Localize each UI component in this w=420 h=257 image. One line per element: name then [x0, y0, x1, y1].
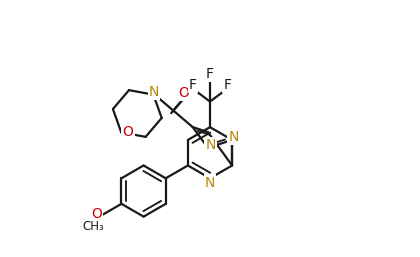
Text: N: N — [205, 138, 216, 152]
Text: O: O — [123, 125, 134, 139]
Text: N: N — [205, 176, 215, 190]
Text: F: F — [206, 67, 214, 81]
Text: O: O — [91, 207, 102, 221]
Text: N: N — [149, 85, 159, 99]
Text: CH₃: CH₃ — [83, 220, 105, 233]
Text: F: F — [223, 78, 231, 92]
Text: O: O — [178, 86, 189, 100]
Text: F: F — [189, 78, 197, 92]
Text: N: N — [228, 130, 239, 144]
